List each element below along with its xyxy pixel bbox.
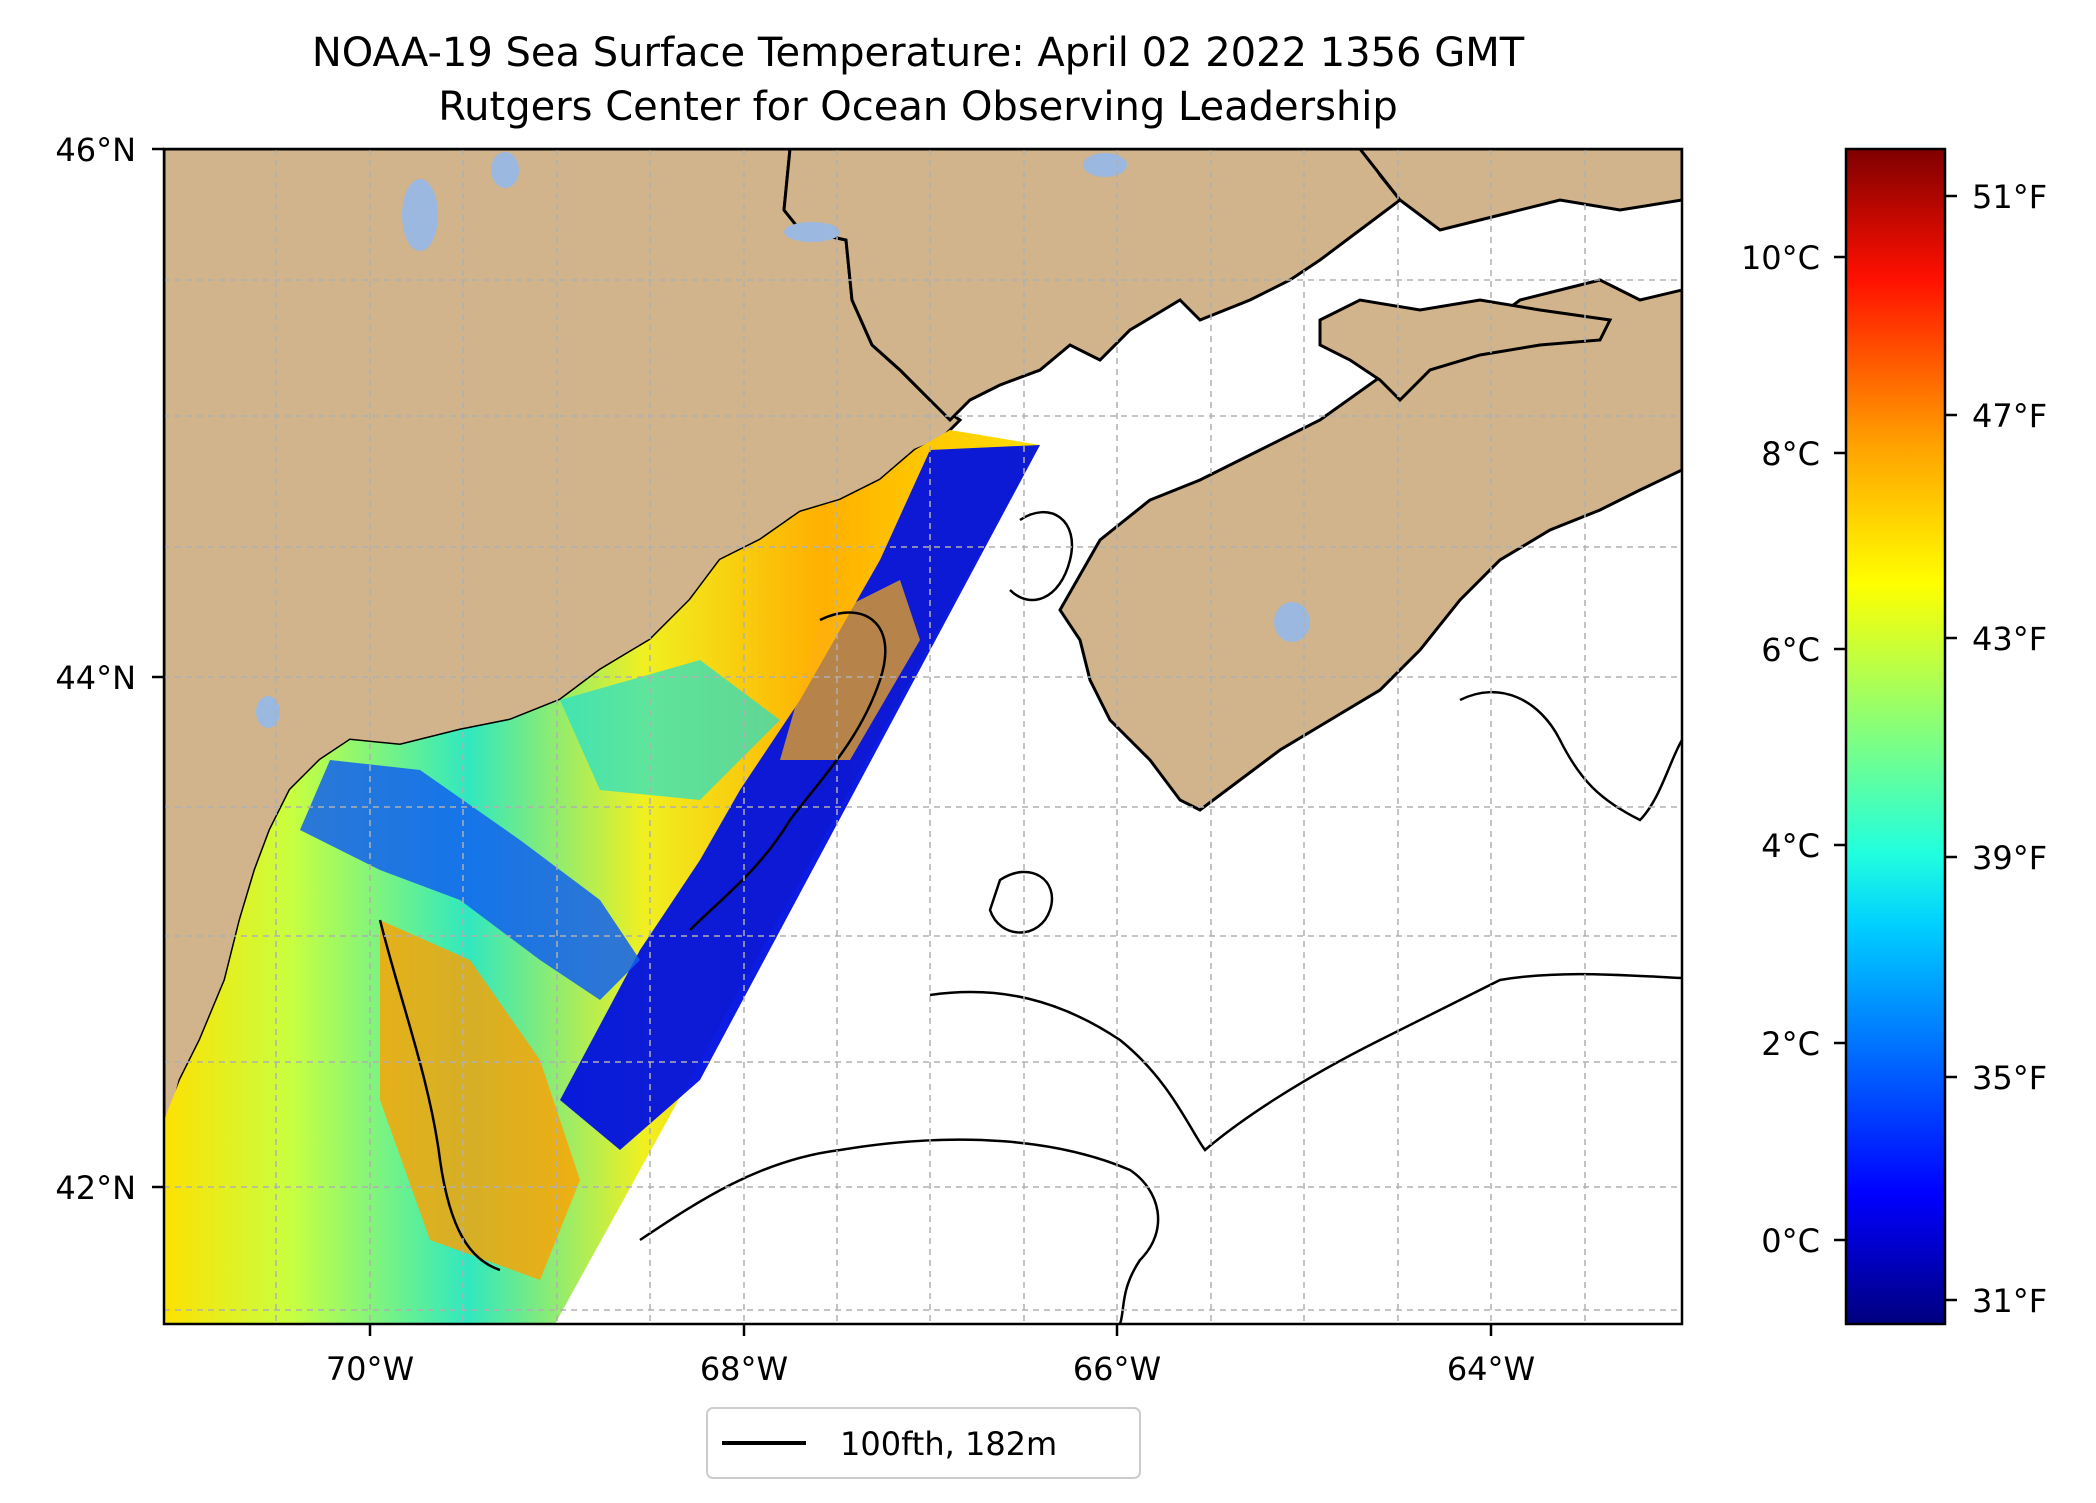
colorbar-celsius-label: 8°C [1761, 435, 1820, 473]
isobath-georges-bank [639, 1138, 1160, 1324]
lake-sebago [256, 696, 280, 728]
colorbar-fahrenheit-label: 51°F [1972, 178, 2047, 216]
land-cape-breton [1358, 149, 1682, 232]
lon-tick-label: 64°W [1447, 1350, 1535, 1388]
colorbar-celsius-label: 4°C [1761, 827, 1820, 865]
lat-axis [152, 147, 164, 1189]
map-frame [162, 147, 1684, 1326]
land-new-brunswick [782, 149, 1403, 423]
map-panel: 46°N 44°N 42°N 70°W 68°W 66°W 64°W [55, 131, 1684, 1388]
sst-teal-patch [560, 660, 780, 800]
lat-tick-label: 46°N [55, 131, 136, 169]
colorbar-celsius-ticks [1834, 255, 1846, 1242]
lat-tick-label: 42°N [55, 1169, 136, 1207]
isobath-gulf-maine-central [689, 611, 887, 931]
colorbar-fahrenheit-label: 31°F [1972, 1282, 2047, 1320]
isobath-contours [378, 510, 1682, 1324]
isobath-basin [988, 870, 1054, 934]
colorbar-fahrenheit-label: 35°F [1972, 1059, 2047, 1097]
sst-swath [164, 430, 1040, 1324]
chart-title: NOAA-19 Sea Surface Temperature: April 0… [312, 30, 1525, 76]
legend-label: 100fth, 182m [840, 1425, 1057, 1463]
colorbar: 10°C 8°C 6°C 4°C 2°C 0°C 51°F 47°F 43°F … [1741, 147, 2047, 1326]
colorbar-fahrenheit-ticks [1945, 194, 1957, 1302]
isobath-shelf-edge [929, 972, 1682, 1152]
lake-chesuncook [491, 152, 519, 188]
lake-moosehead [402, 179, 438, 251]
legend: 100fth, 182m [706, 1407, 1141, 1479]
lake-rossignol [1274, 602, 1310, 642]
isobath-gulf-maine-west [378, 919, 501, 1272]
isobath-nova-scotia-shelf [1459, 690, 1682, 822]
land-nova-scotia [1058, 278, 1682, 812]
colorbar-fahrenheit-label: 43°F [1972, 620, 2047, 658]
colorbar-fahrenheit-label: 39°F [1972, 839, 2047, 877]
legend-box [706, 1407, 1141, 1479]
colorbar-celsius-label: 6°C [1761, 631, 1820, 669]
lon-tick-label: 68°W [700, 1350, 788, 1388]
land-pei [1318, 298, 1613, 403]
sst-warm-east [780, 580, 920, 760]
lat-tick-label: 44°N [55, 659, 136, 697]
lon-tick-label: 66°W [1073, 1350, 1161, 1388]
isobath-northeast-channel [1009, 510, 1074, 602]
sst-cold-band-east [560, 445, 1040, 1150]
lon-axis [368, 1324, 1493, 1336]
colorbar-celsius-label: 2°C [1761, 1025, 1820, 1063]
chart-subtitle: Rutgers Center for Ocean Observing Leade… [438, 84, 1398, 130]
colorbar-gradient [1844, 147, 1947, 1326]
lon-tick-label: 70°W [326, 1350, 414, 1388]
colorbar-fahrenheit-label: 47°F [1972, 397, 2047, 435]
sst-cold-band-coast [300, 760, 640, 1000]
sst-warm-core [380, 920, 580, 1280]
colorbar-celsius-label: 0°C [1761, 1222, 1820, 1260]
lake-grand [784, 222, 840, 242]
lake-northeast [1083, 153, 1127, 177]
gridlines [164, 149, 1682, 1324]
colorbar-celsius-label: 10°C [1741, 239, 1820, 277]
